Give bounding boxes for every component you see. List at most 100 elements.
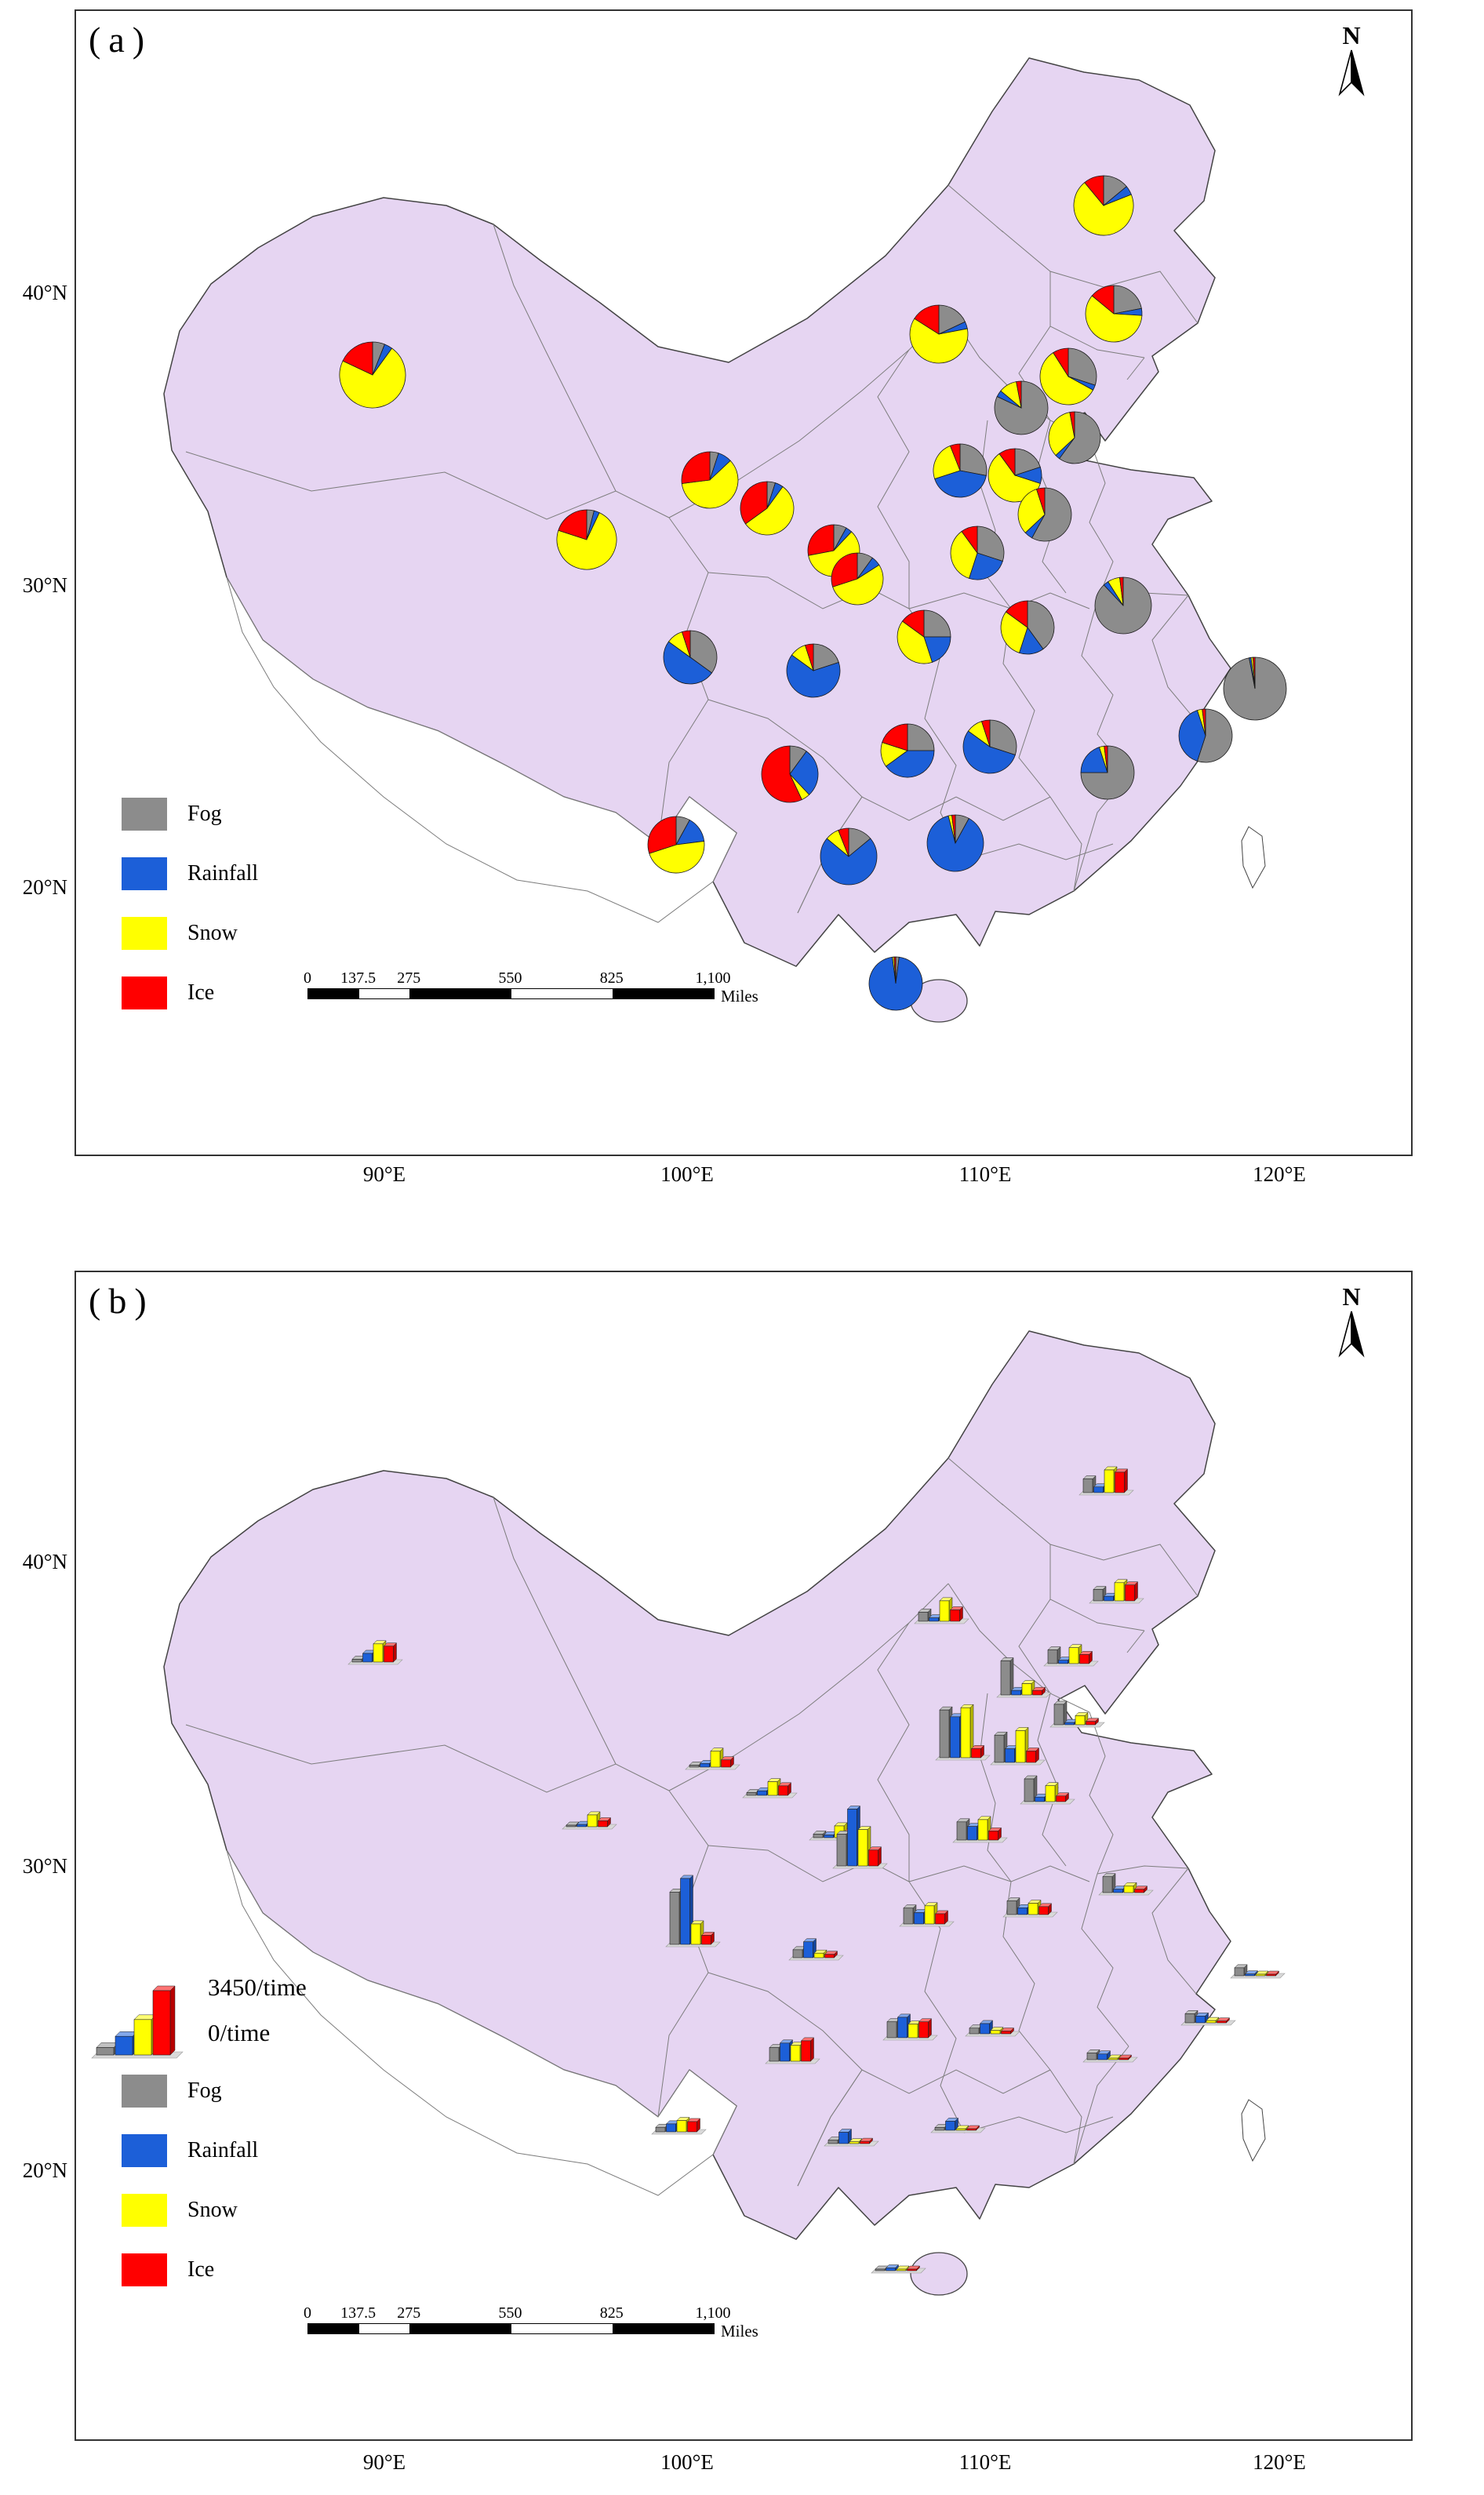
lat-label-40n-b: 40°N (22, 1550, 67, 1573)
legend-item-fog: Fog (122, 797, 258, 831)
panel-b: (b) N 3450/time 0/time Fog Rainfall (75, 1271, 1413, 2441)
pie-slice-ice (681, 630, 691, 658)
bar-chart-group (899, 1902, 955, 1927)
scale-segment (308, 989, 359, 998)
pie-slice-ice (1084, 175, 1104, 207)
pie-slice-fog (989, 719, 1017, 756)
scale-tick-label: 825 (599, 969, 624, 987)
bar-chart-group (824, 2128, 879, 2147)
bar-chart-group (1180, 2009, 1236, 2026)
panel-b-label: (b) (89, 1281, 155, 1321)
scale-tick-label: 550 (498, 969, 522, 987)
legend-item-ice: Ice (122, 976, 258, 1010)
pie-slice-rainfall (789, 751, 819, 795)
scale-unit-label: Miles (721, 987, 758, 1006)
bar-chart-group (665, 1875, 721, 1948)
pie-slice-snow (1048, 412, 1075, 456)
province-boundaries (185, 1457, 1198, 2187)
pie-chart (1048, 411, 1101, 464)
bar-chart-group (935, 1704, 991, 1761)
pie-slice-snow (897, 620, 933, 664)
pie-slice-fog (923, 609, 951, 638)
scale-tick-label: 0 (304, 2304, 311, 2322)
lon-label-110e-b: 110°E (958, 2450, 1012, 2474)
pie-chart (740, 481, 795, 536)
fog-swatch (122, 798, 167, 831)
pie-slice-snow (556, 512, 617, 570)
lat-label-20n-b: 20°N (22, 2159, 67, 2182)
bar-chart-group (1002, 1897, 1058, 1918)
pie-chart (880, 723, 935, 778)
pie-chart (1017, 487, 1072, 542)
lon-label-90e-a: 90°E (362, 1162, 406, 1186)
bar-chart-group (1098, 1873, 1154, 1896)
north-arrow-right-half (1351, 49, 1365, 96)
lat-label-30n-b: 30°N (22, 1854, 67, 1878)
pie-chart (994, 380, 1049, 435)
pie-slice-snow (744, 486, 795, 536)
scale-tick-label: 137.5 (340, 2304, 376, 2322)
ice-label: Ice (187, 2257, 215, 2282)
rainfall-swatch (122, 857, 167, 890)
rainfall-label: Rainfall (187, 861, 259, 886)
pie-chart (1039, 347, 1097, 406)
legend-item-ice: Ice (122, 2253, 258, 2287)
scale-tick-label: 550 (498, 2304, 522, 2322)
pie-slice-snow (950, 530, 978, 579)
snow-swatch (122, 2194, 167, 2227)
scale-tick-label: 1,100 (695, 2304, 731, 2322)
pie-slice-ice (1119, 576, 1124, 606)
bar-chart-group (882, 2013, 938, 2041)
pie-chart (1080, 745, 1135, 800)
pie-slice-rainfall (968, 552, 1003, 580)
bar-chart-group (1078, 1466, 1134, 1496)
pie-chart (681, 451, 739, 509)
north-label: N (1342, 1283, 1360, 1311)
fog-label: Fog (187, 2079, 222, 2103)
bar-chart-group (965, 2020, 1020, 2037)
north-arrow: N (1328, 21, 1375, 104)
pie-chart (339, 341, 406, 409)
bar-scale-glyph (91, 1985, 184, 2059)
pie-slice-snow (909, 318, 969, 364)
pie-slice-ice (882, 723, 908, 751)
pie-chart (897, 609, 951, 664)
taiwan-island (1241, 826, 1266, 889)
pie-chart (962, 719, 1017, 774)
pie-slice-fog (959, 443, 988, 476)
scale-segment (511, 2324, 613, 2333)
scale-tick-label: 0 (304, 969, 311, 987)
neighbor-region (226, 1849, 737, 2196)
pie-chart (909, 304, 969, 364)
scale-tick-label: 275 (397, 2304, 421, 2322)
legend-item-rainfall: Rainfall (122, 2133, 258, 2168)
scale-bar: 0 137.5 275 550 825 1,100 Miles (304, 2304, 809, 2355)
ice-swatch (122, 2253, 167, 2286)
pie-slice-ice (1253, 656, 1256, 689)
pie-slice-ice (761, 745, 802, 803)
panel-a: (a) N Fog Rainfall Snow Ice (75, 9, 1413, 1156)
legend-item-rainfall: Rainfall (122, 857, 258, 891)
pie-slice-fog (1068, 347, 1097, 386)
pie-slice-ice (949, 443, 961, 471)
map-b-bar-charts (163, 1330, 1286, 2296)
scale-bar-segments (307, 988, 715, 999)
pie-slice-rainfall (885, 750, 935, 778)
bar-chart-group (1020, 1775, 1075, 1805)
pie-slice-fog (1031, 487, 1072, 542)
snow-label: Snow (187, 921, 238, 945)
pie-slice-rainfall (1178, 710, 1206, 762)
pie-slice-snow (832, 564, 884, 606)
pie-slice-fog (689, 630, 718, 674)
pie-slice-ice (951, 814, 956, 844)
pie-chart (988, 448, 1042, 503)
lat-label-40n-a: 40°N (22, 281, 67, 304)
scale-bar-segments (307, 2323, 715, 2334)
pie-chart (933, 443, 988, 498)
pie-slice-ice (901, 609, 925, 638)
snow-label: Snow (187, 2198, 238, 2222)
lat-label-30n-a: 30°N (22, 573, 67, 597)
scale-segment (409, 2324, 511, 2333)
pie-slice-ice (831, 552, 858, 587)
